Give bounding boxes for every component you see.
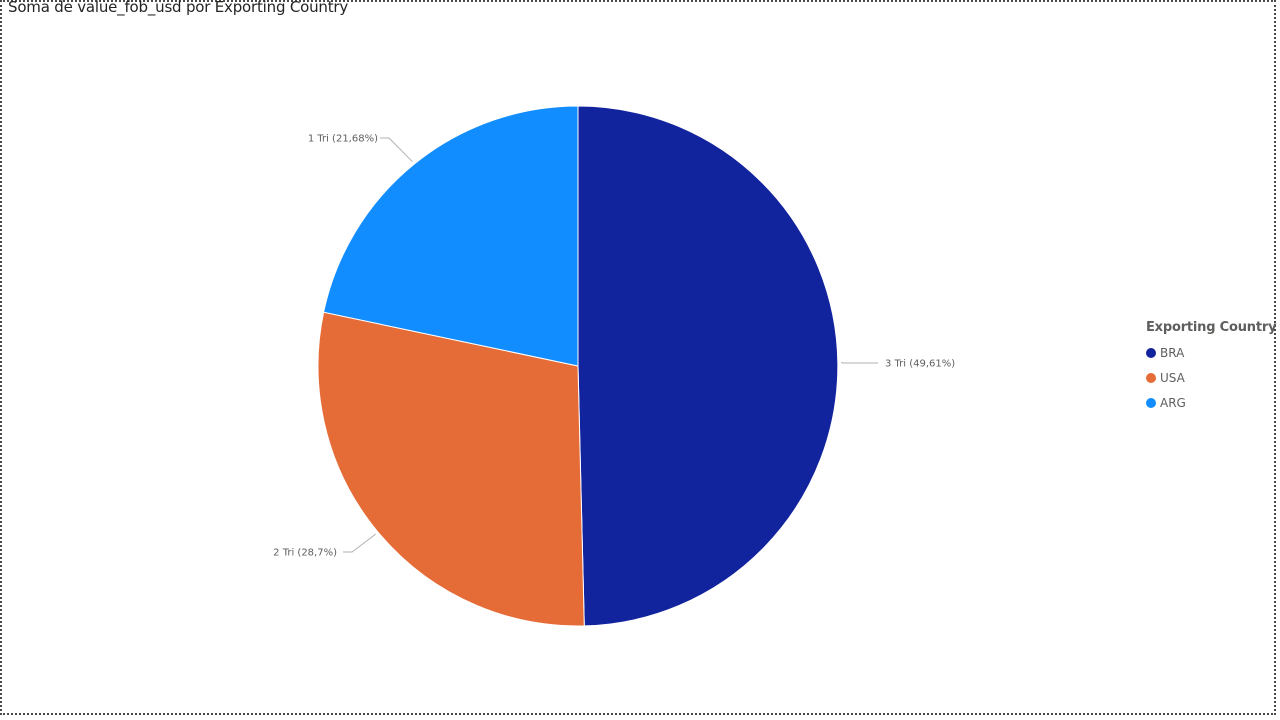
chart-title: Soma de value_fob_usd por Exporting Coun…	[8, 0, 349, 16]
leader-line-usa	[343, 533, 377, 553]
legend: Exporting Country BRA USA ARG	[1146, 320, 1277, 415]
data-label-bra: 3 Tri (49,61%)	[885, 359, 955, 370]
legend-label-usa: USA	[1160, 370, 1185, 385]
legend-dot-usa	[1146, 372, 1156, 383]
legend-item-arg[interactable]: ARG	[1146, 390, 1276, 415]
pie-slice-bra[interactable]	[577, 105, 839, 627]
pie-slice-arg[interactable]	[323, 105, 579, 367]
data-label-usa: 2 Tri (28,7%)	[273, 548, 337, 559]
legend-label-arg: ARG	[1160, 395, 1186, 410]
leader-line-arg	[380, 137, 413, 163]
legend-dot-arg	[1146, 397, 1156, 408]
pie-slices	[317, 105, 839, 627]
legend-item-usa[interactable]: USA	[1146, 365, 1276, 390]
legend-label-bra: BRA	[1160, 345, 1185, 360]
legend-dot-bra	[1146, 347, 1156, 358]
pie-slice-usa[interactable]	[317, 311, 585, 627]
legend-title: Exporting Country	[1146, 320, 1277, 335]
legend-item-bra[interactable]: BRA	[1146, 340, 1276, 365]
data-label-arg: 1 Tri (21,68%)	[308, 134, 378, 145]
pie-data-labels: 3 Tri (49,61%) 2 Tri (28,7%) 1 Tri (21,68%…	[273, 134, 955, 559]
